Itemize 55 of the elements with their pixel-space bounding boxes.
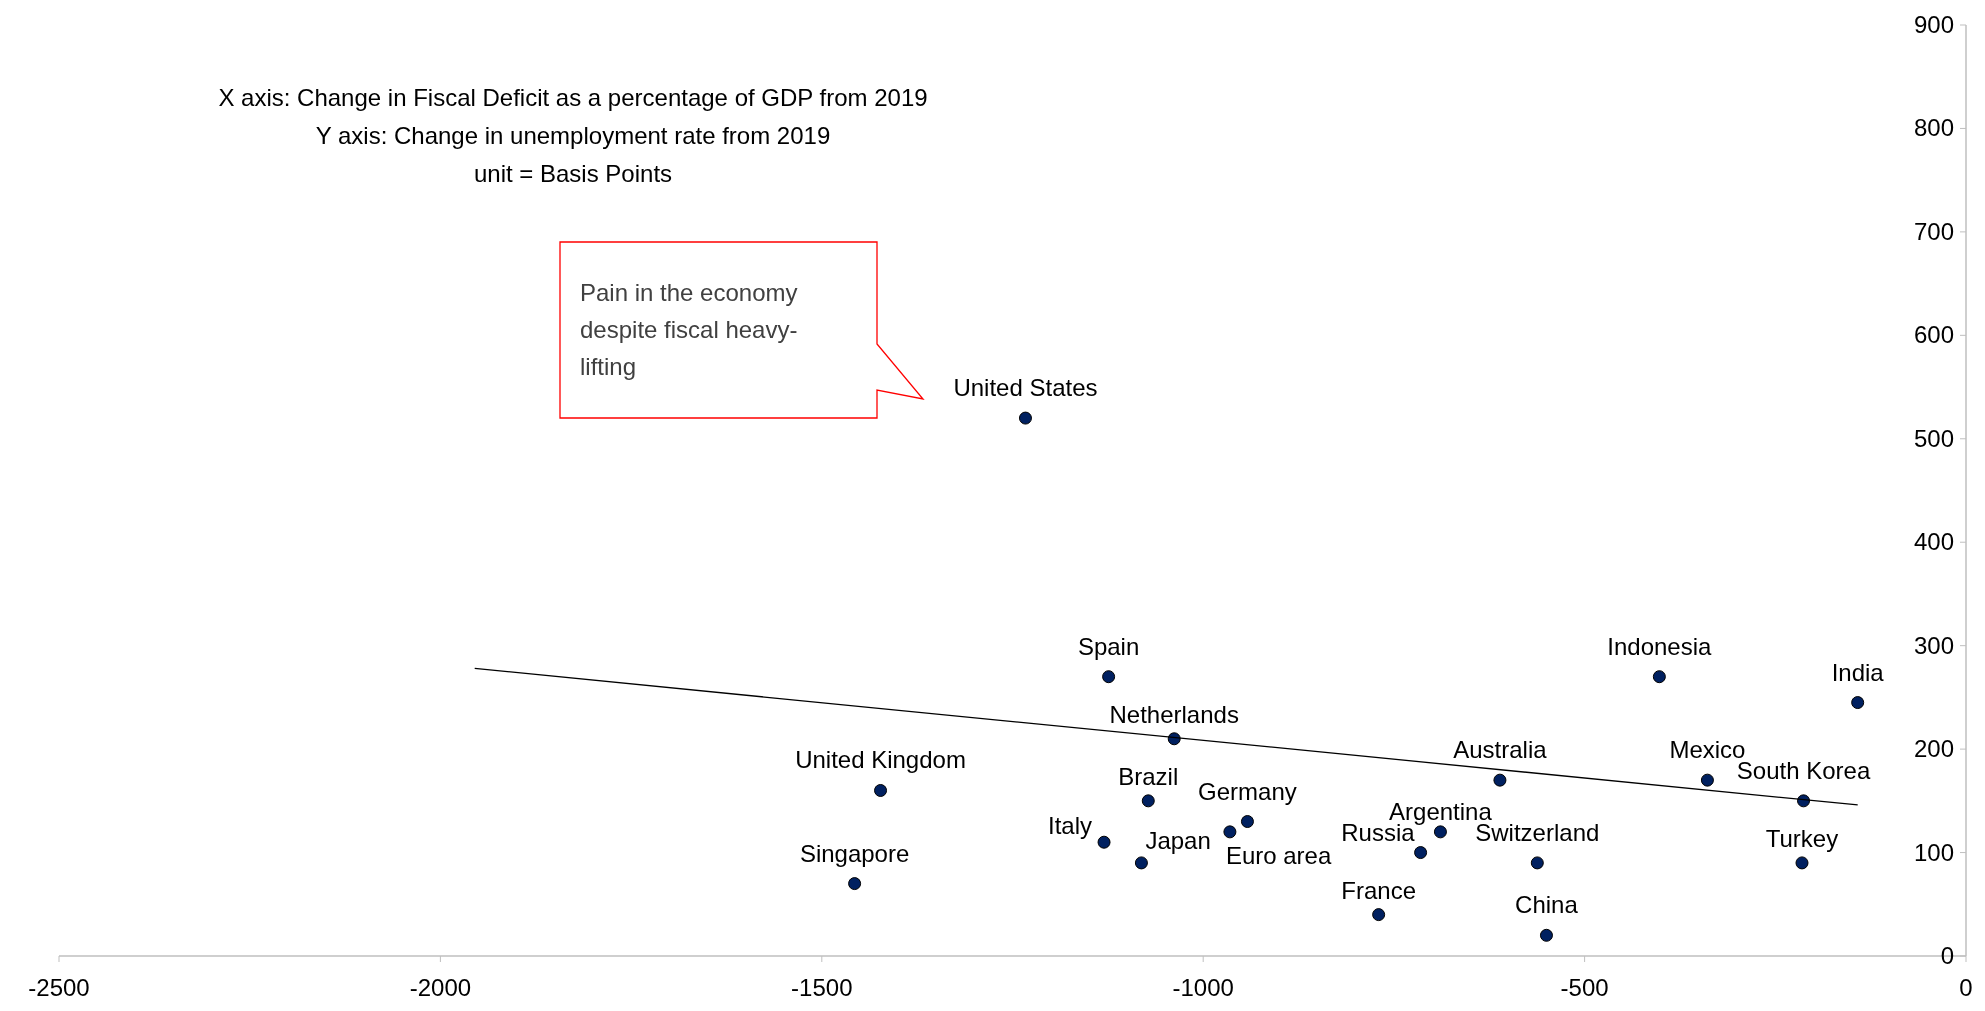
point	[1141, 794, 1155, 808]
y-tick-label: 800	[1913, 114, 1954, 142]
series-label: Italy	[1048, 812, 1093, 840]
annotation: unit = Basis Points	[473, 160, 673, 187]
annotation: Pain in the economy despite fiscal heavy-lifting	[580, 279, 798, 380]
y-tick-label: 100	[1913, 838, 1954, 866]
series-label: Netherlands	[1109, 700, 1239, 728]
series-label: Euro area	[1225, 841, 1332, 869]
y-tick-label: 300	[1913, 631, 1954, 659]
series-label: India	[1831, 658, 1885, 686]
y-tick-label: 500	[1913, 424, 1954, 452]
series-label: China	[1515, 891, 1579, 919]
x-tick-label: 0	[1959, 974, 1973, 1001]
series-label: Singapore	[799, 839, 910, 867]
series-label: Indonesia	[1607, 632, 1713, 660]
point	[1539, 928, 1553, 942]
annotation: X axis: Change in Fiscal Deficit as a percentage of GDP from 2019	[218, 84, 928, 111]
y-tick-label: 400	[1913, 528, 1954, 556]
series-label: Japan	[1145, 826, 1211, 854]
point	[1372, 908, 1386, 922]
x-tick-label: -1000	[1172, 974, 1234, 1001]
series-label: Australia	[1453, 736, 1548, 764]
y-tick-label: 0	[1940, 942, 1954, 969]
point	[1414, 846, 1428, 860]
series-label: United Kingdom	[795, 746, 966, 774]
point	[1102, 670, 1116, 684]
point	[848, 877, 862, 891]
point	[1018, 411, 1032, 425]
point	[1851, 696, 1865, 710]
point	[1530, 856, 1544, 870]
y-tick-label: 700	[1913, 217, 1954, 245]
series-label: Turkey	[1765, 824, 1839, 852]
series-label: United States	[953, 374, 1098, 402]
x-tick-label: -2000	[409, 974, 472, 1001]
point	[1795, 856, 1809, 870]
point	[1652, 670, 1666, 684]
annotation: Y axis: Change in unemployment rate from 2019	[315, 122, 831, 149]
point	[1240, 815, 1254, 829]
x-tick-label: -2500	[28, 974, 90, 1001]
point	[1700, 773, 1714, 787]
x-tick-label: -500	[1560, 974, 1609, 1001]
point	[1433, 825, 1447, 839]
point	[1134, 856, 1148, 870]
y-tick-label: 900	[1913, 11, 1954, 38]
series-label: Brazil	[1118, 762, 1179, 790]
x-tick-label: -1500	[791, 974, 853, 1001]
point	[1493, 773, 1507, 787]
series-label: France	[1341, 876, 1416, 904]
y-tick-label: 600	[1913, 321, 1954, 349]
point	[1097, 835, 1111, 849]
point	[874, 783, 888, 797]
point	[1223, 825, 1237, 839]
y-tick-label: 200	[1913, 735, 1954, 763]
series-label: Germany	[1198, 777, 1297, 805]
series-label: Spain	[1077, 632, 1140, 660]
